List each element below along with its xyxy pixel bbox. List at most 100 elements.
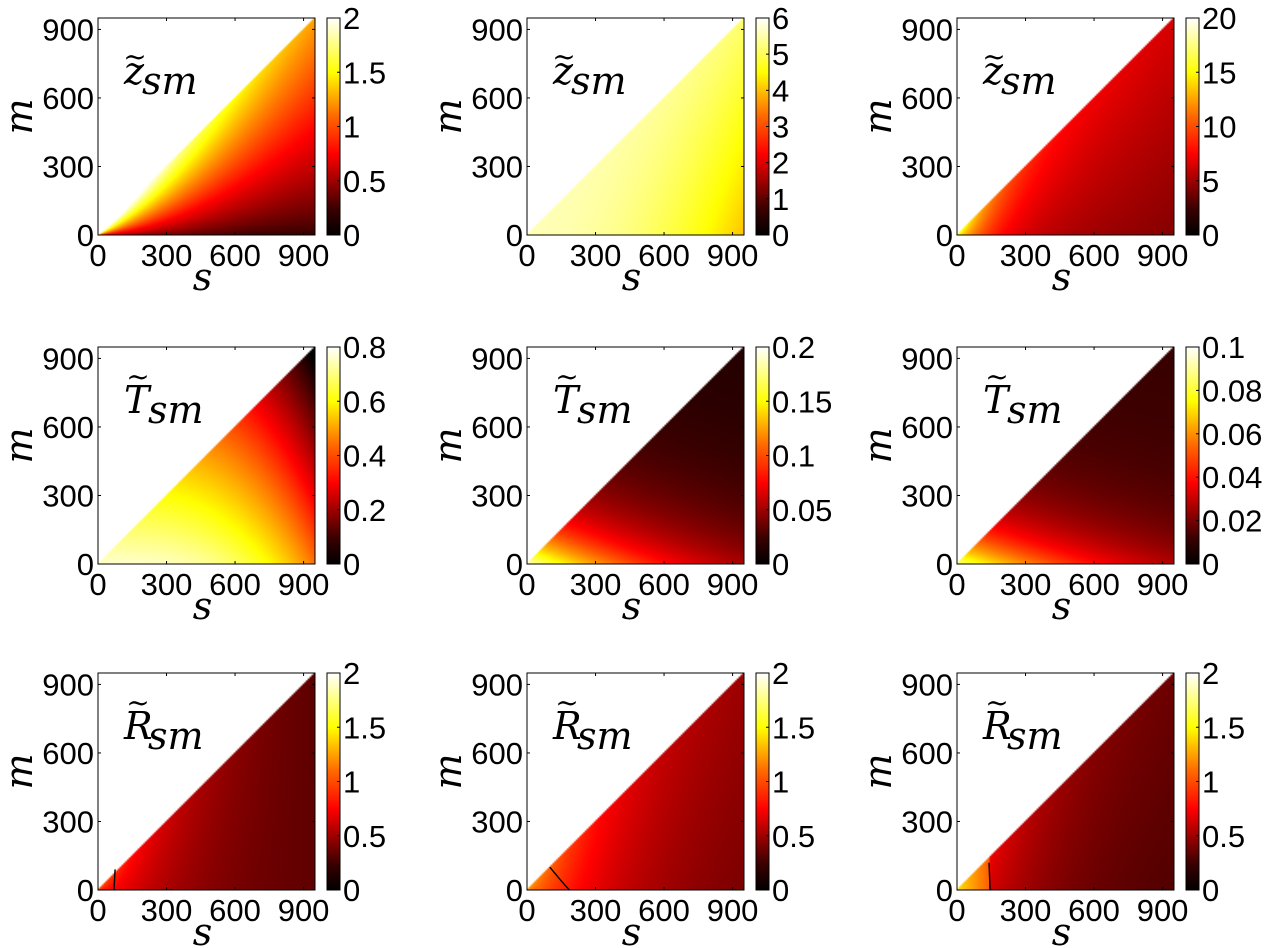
svg-text:T: T	[983, 378, 1011, 422]
x-tick-label: 0	[89, 238, 106, 273]
axes-frame	[526, 17, 745, 236]
x-tick-label: 600	[1068, 238, 1120, 273]
tilde-accent: ~	[555, 686, 578, 719]
x-axis-label: s	[622, 910, 642, 948]
y-tick-label: 600	[901, 81, 953, 116]
colorbar: 0 0.5 1 1.5 2	[326, 656, 386, 908]
y-tick-label: 300	[471, 804, 523, 839]
svg-text:sm: sm	[571, 59, 627, 103]
colorbar-tick-label: 4	[772, 73, 789, 108]
colorbar-tick-label: 0.2	[343, 493, 386, 528]
svg-text:z: z	[982, 49, 1004, 93]
heatmap-field	[527, 673, 744, 890]
x-tick-label: 300	[1000, 893, 1052, 928]
axes-frame	[956, 17, 1175, 236]
tilde-accent: ~	[123, 40, 146, 73]
y-tick-label: 0	[936, 547, 953, 582]
x-tick-label: 900	[1137, 238, 1189, 273]
heatmap-field	[527, 18, 744, 235]
x-tick-label: 600	[638, 567, 690, 602]
panel-title: zsm~	[123, 40, 198, 103]
y-axis-label: m	[856, 98, 900, 134]
svg-text:sm: sm	[577, 388, 633, 432]
colorbar-tick-label: 0.5	[772, 819, 815, 854]
y-axis-label: m	[0, 427, 41, 463]
colorbar-tick-label: 0	[343, 547, 360, 582]
y-tick-label: 900	[901, 12, 953, 47]
panel-5: 0 300 600 9000300600900smTsm~00.050.10.150.…	[426, 330, 832, 628]
x-tick-label: 900	[1137, 567, 1189, 602]
colorbar-tick-label: 2	[343, 656, 360, 691]
tilde-accent: ~	[552, 40, 575, 73]
y-tick-label: 600	[471, 81, 523, 116]
x-tick-label: 600	[638, 238, 690, 273]
colorbar-tick-label: 0.15	[772, 384, 832, 419]
x-axis-label: s	[193, 255, 213, 299]
tilde-accent: ~	[126, 360, 149, 393]
y-axis-label: m	[426, 98, 470, 134]
svg-text:sm: sm	[1007, 388, 1063, 432]
y-tick-label: 900	[901, 341, 953, 376]
heatmap-field	[98, 18, 315, 235]
x-tick-label: 300	[1000, 567, 1052, 602]
y-axis-label: m	[0, 98, 41, 134]
colorbar: 0 0.5 1 1.5 2	[326, 1, 386, 253]
colorbar-tick-label: 1	[343, 110, 360, 145]
svg-text:z: z	[552, 49, 574, 93]
x-axis-label: s	[622, 584, 642, 628]
x-tick-label: 900	[1137, 893, 1189, 928]
colorbar-tick-label: 0.02	[1202, 504, 1262, 539]
colorbar-tick-label: 5	[772, 37, 789, 72]
heatmap-field	[527, 347, 744, 564]
colorbar-tick-label: 0	[1202, 218, 1219, 253]
x-axis-label: s	[622, 255, 642, 299]
heatmap-field	[957, 347, 1174, 564]
colorbar-tick-label: 0.5	[343, 819, 386, 854]
contour-line	[113, 869, 116, 891]
y-tick-label: 600	[471, 736, 523, 771]
svg-text:R: R	[982, 704, 1012, 748]
y-tick-label: 300	[42, 149, 94, 184]
y-tick-label: 0	[506, 873, 523, 908]
svg-text:sm: sm	[1007, 714, 1063, 758]
axes-frame	[97, 346, 316, 565]
axes-frame	[956, 672, 1175, 891]
y-tick-label: 900	[471, 341, 523, 376]
y-tick-label: 0	[506, 218, 523, 253]
x-tick-label: 0	[948, 238, 965, 273]
colorbar-tick-label: 2	[772, 146, 789, 181]
axes-frame	[526, 346, 745, 565]
panel-title: zsm~	[552, 40, 627, 103]
colorbar-tick-label: 0.2	[772, 330, 815, 365]
colorbar-tick-label: 1.5	[772, 710, 815, 745]
y-tick-label: 0	[77, 218, 94, 253]
x-tick-label: 600	[209, 567, 261, 602]
colorbar: 0 0.02 0.04 0.06 0.08 0.1	[1185, 330, 1262, 582]
colorbar-tick-label: 0.05	[772, 493, 832, 528]
axes-frame	[526, 672, 745, 891]
colorbar-tick-label: 2	[343, 1, 360, 36]
x-axis-label: s	[1052, 584, 1072, 628]
y-tick-label: 300	[471, 478, 523, 513]
colorbar-tick-label: 0.04	[1202, 460, 1262, 495]
colorbar-tick-label: 0	[772, 547, 789, 582]
x-axis-label: s	[193, 910, 213, 948]
y-tick-label: 900	[471, 12, 523, 47]
colorbar-tick-label: 0	[1202, 547, 1219, 582]
tilde-accent: ~	[985, 686, 1008, 719]
colorbar-tick-label: 2	[772, 656, 789, 691]
x-tick-label: 600	[638, 893, 690, 928]
x-tick-label: 600	[209, 238, 261, 273]
colorbar-tick-label: 1	[343, 765, 360, 800]
svg-text:z: z	[123, 49, 145, 93]
svg-text:T: T	[553, 378, 581, 422]
colorbar-tick-label: 0.1	[1202, 330, 1245, 365]
colorbar-tick-label: 0.06	[1202, 417, 1262, 452]
x-tick-label: 0	[518, 893, 535, 928]
x-tick-label: 0	[518, 567, 535, 602]
y-axis-label: m	[856, 753, 900, 789]
colorbar-tick-label: 0.5	[1202, 819, 1245, 854]
